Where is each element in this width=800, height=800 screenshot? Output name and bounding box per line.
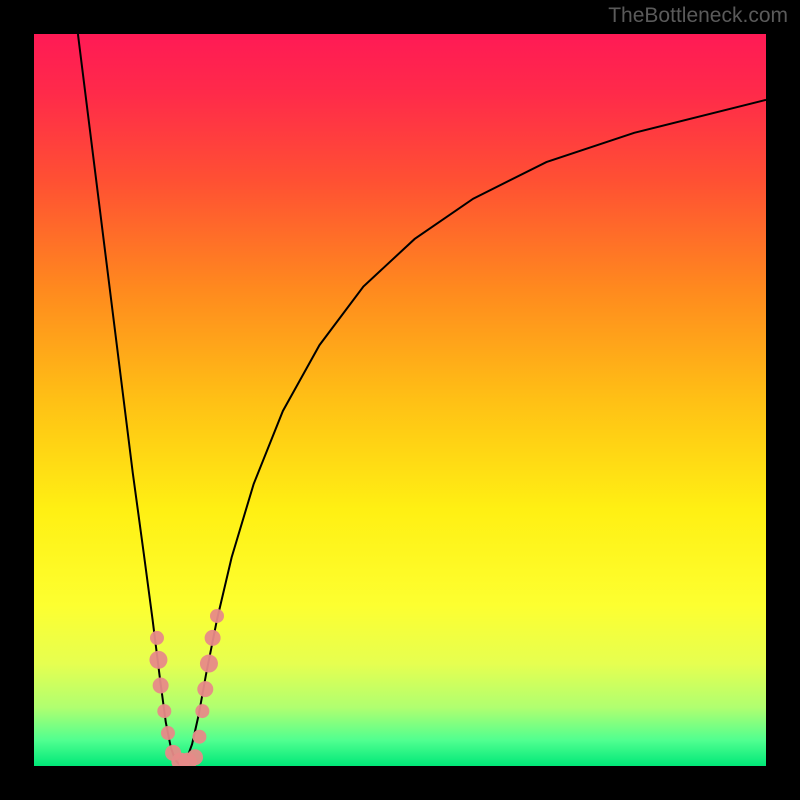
data-marker <box>153 677 169 693</box>
data-marker <box>150 631 164 645</box>
markers-group <box>149 609 224 766</box>
data-marker <box>210 609 224 623</box>
data-marker <box>149 651 167 669</box>
data-marker <box>197 681 213 697</box>
data-marker <box>200 655 218 673</box>
watermark-text: TheBottleneck.com <box>608 4 788 28</box>
curve-right-branch <box>180 100 766 765</box>
data-marker <box>187 749 203 765</box>
data-marker <box>157 704 171 718</box>
data-marker <box>161 726 175 740</box>
curve-layer <box>34 34 766 766</box>
chart-container: TheBottleneck.com <box>0 0 800 800</box>
data-marker <box>192 730 206 744</box>
data-marker <box>195 704 209 718</box>
data-marker <box>205 630 221 646</box>
plot-area <box>34 34 766 766</box>
